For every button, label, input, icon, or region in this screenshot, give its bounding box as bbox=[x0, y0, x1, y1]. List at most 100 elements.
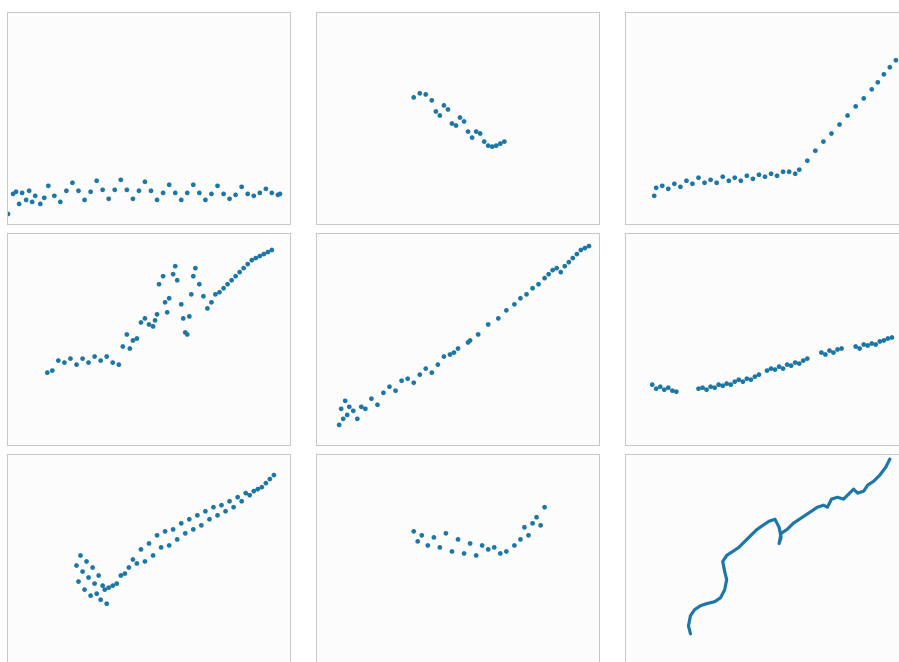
chart-5-point bbox=[340, 416, 346, 422]
chart-1-point bbox=[13, 189, 19, 195]
chart-4-point bbox=[74, 362, 79, 368]
chart-2-point bbox=[497, 141, 503, 147]
chart-3-point bbox=[796, 167, 802, 173]
chart-5-point bbox=[518, 295, 523, 301]
chart-3-point bbox=[756, 172, 762, 178]
chart-4-point bbox=[237, 269, 243, 275]
chart-4-point bbox=[229, 277, 234, 283]
chart-4-point bbox=[172, 263, 178, 269]
chart-1-point bbox=[37, 201, 43, 207]
chart-6-point bbox=[764, 368, 770, 373]
chart-3-point bbox=[653, 185, 659, 191]
chart-1-point bbox=[32, 193, 38, 199]
chart-2-point bbox=[465, 129, 471, 134]
chart-4-point bbox=[154, 311, 160, 317]
chart-5-point bbox=[447, 352, 453, 357]
chart-4-point bbox=[221, 285, 226, 291]
chart-8-point bbox=[467, 541, 473, 546]
chart-8-point bbox=[497, 551, 503, 556]
chart-1-point bbox=[190, 182, 196, 188]
chart-8-point bbox=[443, 530, 449, 536]
chart-4-point bbox=[196, 281, 202, 287]
chart-3-point bbox=[762, 174, 768, 180]
chart-7-point bbox=[86, 575, 91, 580]
chart-6-point bbox=[869, 341, 875, 346]
chart-5-point bbox=[344, 412, 350, 418]
chart-6-point bbox=[881, 338, 887, 343]
chart-3-point bbox=[720, 174, 726, 180]
chart-6-point bbox=[835, 347, 840, 352]
chart-3-point bbox=[881, 71, 887, 77]
chart-6-point bbox=[744, 376, 750, 382]
chart-5-point bbox=[558, 269, 564, 275]
chart-7-point bbox=[243, 490, 249, 496]
chart-3-point bbox=[659, 183, 665, 189]
chart-5-point bbox=[512, 301, 517, 307]
chart-1-point bbox=[51, 193, 57, 199]
chart-4-point bbox=[253, 255, 259, 261]
chart-4-point bbox=[188, 291, 194, 297]
chart-6-point bbox=[736, 377, 742, 383]
chart-6-point bbox=[665, 385, 671, 391]
chart-4-point bbox=[80, 356, 85, 361]
chart-6-point bbox=[873, 342, 879, 347]
chart-5-point bbox=[550, 267, 556, 273]
chart-6-point bbox=[657, 384, 663, 390]
chart-3-point bbox=[690, 181, 695, 187]
chart-5-point bbox=[358, 404, 364, 410]
chart-3-point bbox=[684, 178, 689, 184]
chart-8-point bbox=[491, 545, 497, 550]
chart-9-series-line bbox=[686, 457, 892, 636]
chart-8-point bbox=[411, 528, 417, 534]
chart-7-point bbox=[102, 587, 108, 593]
chart-7-point bbox=[203, 508, 208, 514]
chart-5-point bbox=[342, 398, 348, 404]
chart-5-point bbox=[485, 322, 491, 327]
chart-5-point bbox=[346, 404, 352, 410]
chart-4-point bbox=[160, 273, 166, 279]
chart-1-point bbox=[166, 182, 172, 188]
chart-5-point bbox=[441, 354, 447, 359]
chart-7-point bbox=[130, 557, 136, 562]
chart-7-point bbox=[138, 547, 144, 552]
chart-5-point bbox=[423, 366, 429, 372]
chart-6-point bbox=[772, 367, 778, 372]
chart-5-point bbox=[338, 406, 344, 412]
chart-4-point bbox=[68, 356, 73, 361]
chart-4-point bbox=[170, 271, 176, 277]
chart-3-point bbox=[887, 64, 893, 70]
chart-6-point bbox=[823, 352, 828, 357]
chart-8-point bbox=[530, 520, 535, 526]
chart-4-point bbox=[124, 332, 130, 337]
chart-7-point bbox=[154, 532, 160, 538]
chart-5-point bbox=[542, 275, 547, 281]
chart-7-point bbox=[150, 553, 156, 558]
chart-1-point bbox=[29, 199, 35, 205]
chart-1-point bbox=[178, 197, 184, 203]
chart-1-point bbox=[82, 197, 87, 203]
chart-1-point bbox=[88, 189, 93, 195]
chart-7-point bbox=[190, 527, 196, 532]
chart-1-point bbox=[124, 187, 130, 193]
chart-7-point bbox=[186, 516, 192, 522]
chart-4-point bbox=[127, 346, 133, 351]
chart-8-point bbox=[425, 543, 431, 548]
chart-6-point bbox=[780, 366, 786, 372]
chart-panel-7 bbox=[7, 454, 291, 662]
chart-7-point bbox=[251, 488, 257, 494]
chart-2-point bbox=[489, 144, 495, 150]
chart-7-point bbox=[126, 565, 132, 570]
chart-5-point bbox=[475, 332, 481, 337]
chart-7-point bbox=[247, 492, 253, 498]
chart-5-point bbox=[399, 378, 404, 384]
chart-6-point bbox=[827, 348, 832, 353]
chart-1-point bbox=[239, 184, 245, 190]
chart-7-point bbox=[82, 587, 87, 593]
chart-4-point bbox=[225, 281, 230, 287]
chart-2-point bbox=[501, 139, 507, 144]
chart-2-point bbox=[457, 115, 463, 120]
chart-7-point bbox=[88, 593, 93, 599]
chart-panel-5 bbox=[316, 233, 600, 446]
chart-7-point bbox=[92, 581, 97, 586]
chart-8-point bbox=[512, 543, 517, 548]
